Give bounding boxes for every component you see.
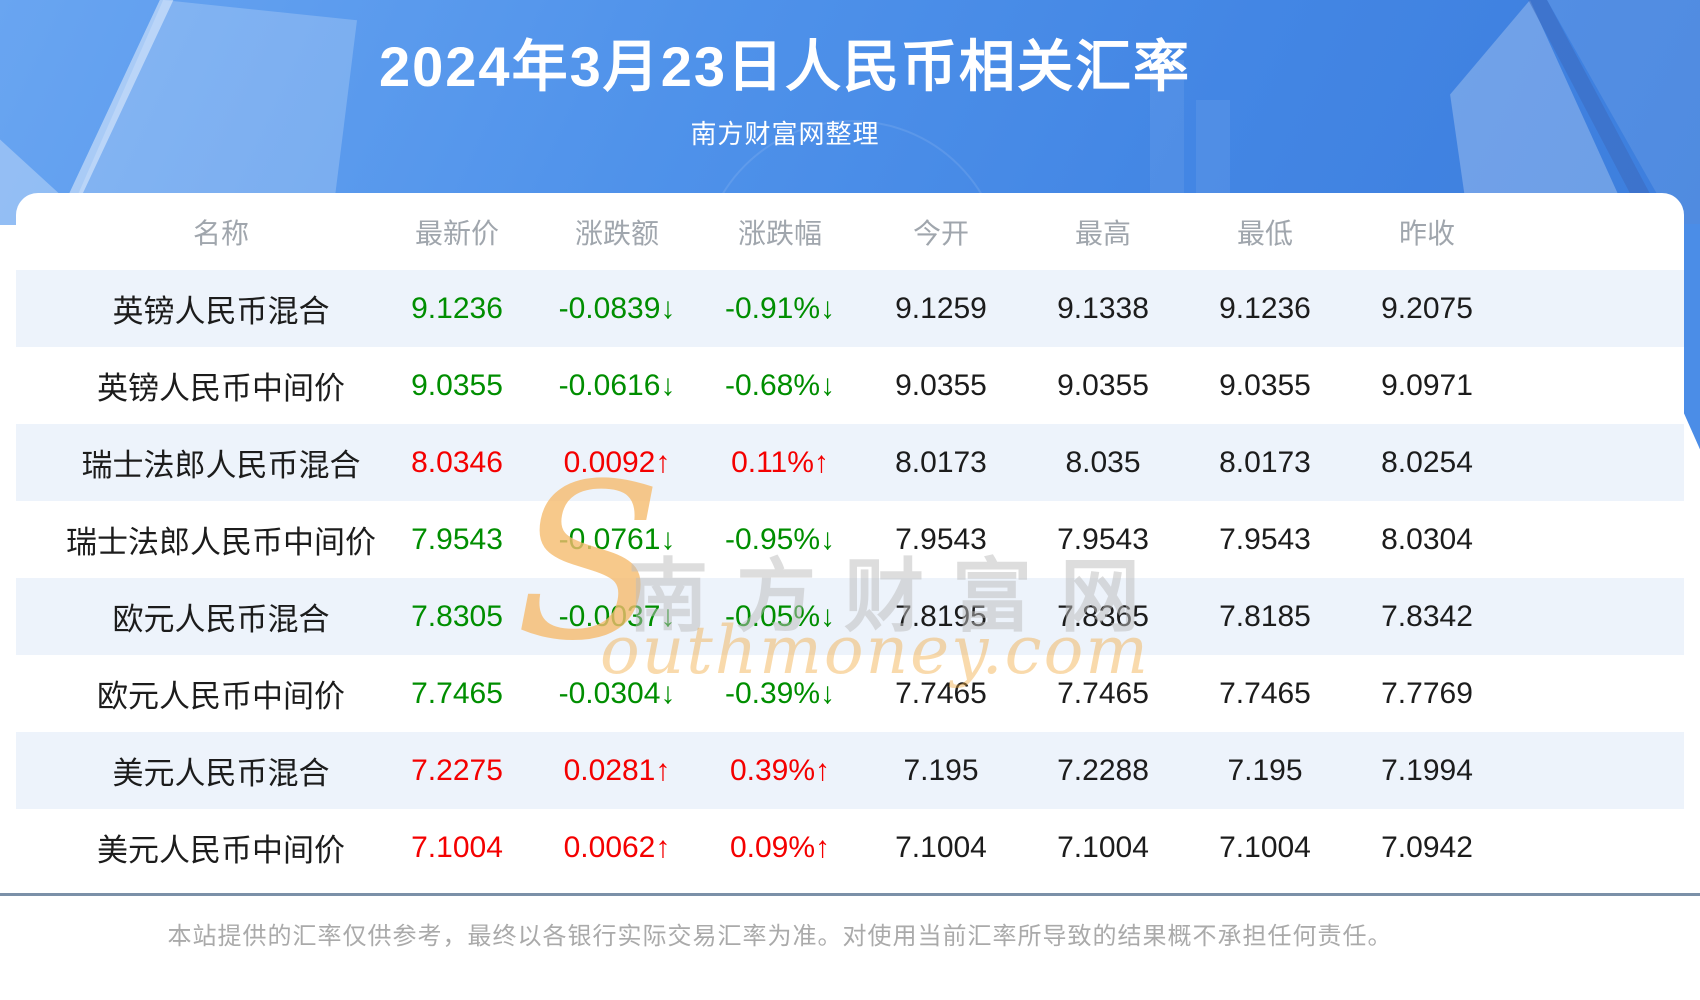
column-header-low: 最低 [1236, 217, 1293, 249]
cell-low: 7.195 [1227, 753, 1303, 787]
cell-open: 8.0173 [895, 445, 987, 479]
column-header-pct: 涨跌幅 [738, 217, 823, 249]
cell-high: 7.8365 [1057, 599, 1149, 633]
table-row: 美元人民币混合 7.2275 0.0281↑ 0.39%↑ 7.195 7.2288 7.1… [16, 732, 1684, 809]
cell-change: 0.0062↑ [563, 830, 671, 864]
table-row: 瑞士法郎人民币混合 8.0346 0.0092↑ 0.11%↑ 8.0173 8.035 8… [16, 424, 1684, 501]
cell-prev: 7.1994 [1381, 753, 1473, 787]
cell-change: 0.0281↑ [563, 753, 671, 787]
cell-open: 7.9543 [895, 522, 987, 556]
cell-prev: 7.8342 [1381, 599, 1473, 633]
column-header-name: 名称 [192, 217, 249, 249]
cell-pct: -0.05%↓ [724, 599, 836, 633]
cell-name: 英镑人民币中间价 [97, 371, 345, 406]
cell-change: -0.0761↓ [558, 522, 676, 556]
cell-low: 7.7465 [1219, 676, 1311, 710]
cell-high: 7.1004 [1057, 830, 1149, 864]
cell-latest: 7.7465 [411, 676, 503, 710]
cell-change: 0.0092↑ [563, 445, 671, 479]
column-header-latest: 最新价 [415, 217, 500, 249]
cell-open: 7.7465 [895, 676, 987, 710]
cell-name: 美元人民币混合 [112, 756, 330, 791]
cell-name: 英镑人民币混合 [112, 294, 330, 329]
cell-prev: 8.0254 [1381, 445, 1473, 479]
cell-prev: 8.0304 [1381, 522, 1473, 556]
cell-low: 7.1004 [1219, 830, 1311, 864]
cell-pct: -0.95%↓ [724, 522, 836, 556]
cell-latest: 7.8305 [411, 599, 503, 633]
cell-latest: 9.0355 [411, 368, 503, 402]
cell-low: 7.9543 [1219, 522, 1311, 556]
table-row: 欧元人民币中间价 7.7465 -0.0304↓ -0.39%↓ 7.7465 7.746… [16, 655, 1684, 732]
cell-low: 9.1236 [1219, 291, 1311, 325]
cell-high: 8.035 [1065, 445, 1141, 479]
column-header-prev: 昨收 [1398, 217, 1455, 249]
cell-latest: 7.2275 [411, 753, 503, 787]
cell-prev: 9.2075 [1381, 291, 1473, 325]
page-title: 2024年3月23日人民币相关汇率 [378, 35, 1191, 98]
disclaimer-text: 本站提供的汇率仅供参考，最终以各银行实际交易汇率为准。对使用当前汇率所导致的结果… [167, 923, 1393, 950]
cell-prev: 9.0971 [1381, 368, 1473, 402]
cell-latest: 8.0346 [411, 445, 503, 479]
rates-table-card: 名称 最新价 涨跌额 涨跌幅 今开 最高 最低 昨收 英镑人民币混合 9.1236… [16, 193, 1684, 888]
cell-pct: 0.11%↑ [731, 445, 829, 479]
cell-high: 7.7465 [1057, 676, 1149, 710]
cell-change: -0.0037↓ [558, 599, 676, 633]
cell-name: 欧元人民币中间价 [97, 679, 345, 714]
cell-change: -0.0616↓ [558, 368, 676, 402]
table-row: 瑞士法郎人民币中间价 7.9543 -0.0761↓ -0.95%↓ 7.9543 7.9… [16, 501, 1684, 578]
table-row: 英镑人民币混合 9.1236 -0.0839↓ -0.91%↓ 9.1259 9.1338… [16, 270, 1684, 347]
cell-low: 9.0355 [1219, 368, 1311, 402]
cell-prev: 7.7769 [1381, 676, 1473, 710]
cell-name: 瑞士法郎人民币中间价 [66, 525, 376, 560]
cell-pct: -0.68%↓ [724, 368, 836, 402]
cell-pct: 0.09%↑ [729, 830, 831, 864]
cell-open: 9.1259 [895, 291, 987, 325]
cell-name: 美元人民币中间价 [97, 833, 345, 868]
column-header-high: 最高 [1074, 217, 1131, 249]
table-body: 英镑人民币混合 9.1236 -0.0839↓ -0.91%↓ 9.1259 9.1338… [16, 270, 1684, 886]
cell-pct: -0.91%↓ [724, 291, 836, 325]
cell-high: 7.9543 [1057, 522, 1149, 556]
table-row: 英镑人民币中间价 9.0355 -0.0616↓ -0.68%↓ 9.0355 9.035… [16, 347, 1684, 424]
cell-low: 8.0173 [1219, 445, 1311, 479]
cell-name: 欧元人民币混合 [112, 602, 330, 637]
cell-prev: 7.0942 [1381, 830, 1473, 864]
table-row: 欧元人民币混合 7.8305 -0.0037↓ -0.05%↓ 7.8195 7.8365… [16, 578, 1684, 655]
cell-change: -0.0839↓ [558, 291, 676, 325]
cell-pct: 0.39%↑ [729, 753, 831, 787]
cell-open: 9.0355 [895, 368, 987, 402]
cell-low: 7.8185 [1219, 599, 1311, 633]
cell-high: 9.1338 [1057, 291, 1149, 325]
cell-open: 7.8195 [895, 599, 987, 633]
cell-high: 9.0355 [1057, 368, 1149, 402]
cell-latest: 7.1004 [411, 830, 503, 864]
column-header-change: 涨跌额 [574, 217, 659, 249]
cell-name: 瑞士法郎人民币混合 [81, 448, 361, 483]
page-subtitle: 南方财富网整理 [690, 119, 880, 149]
cell-latest: 7.9543 [411, 522, 503, 556]
cell-pct: -0.39%↓ [724, 676, 836, 710]
cell-open: 7.195 [903, 753, 979, 787]
table-row: 美元人民币中间价 7.1004 0.0062↑ 0.09%↑ 7.1004 7.1004 7… [16, 809, 1684, 886]
cell-open: 7.1004 [895, 830, 987, 864]
column-header-open: 今开 [912, 217, 969, 249]
table-header-row: 名称 最新价 涨跌额 涨跌幅 今开 最高 最低 昨收 [16, 193, 1684, 270]
cell-latest: 9.1236 [411, 291, 503, 325]
cell-change: -0.0304↓ [558, 676, 676, 710]
cell-high: 7.2288 [1057, 753, 1149, 787]
footer-divider [0, 893, 1700, 896]
